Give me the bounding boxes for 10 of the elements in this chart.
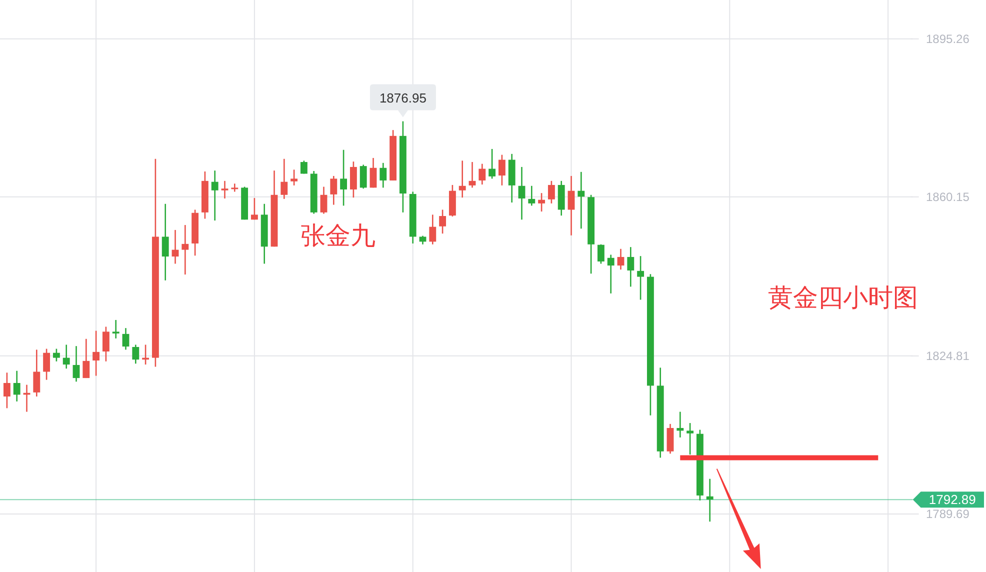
tooltip: 1876.95 xyxy=(370,84,436,118)
y-tick-label: 1895.26 xyxy=(926,32,970,46)
ref-line-label: 1792.89 xyxy=(928,492,976,508)
y-tick-label: 1824.81 xyxy=(926,348,970,363)
annotation: 张金九 xyxy=(300,222,376,250)
y-tick-label: 1860.15 xyxy=(926,190,970,204)
ref-label: 1792.89 xyxy=(912,492,984,508)
y-tick-label: 1789.69 xyxy=(926,506,970,521)
annotation: 黄金四小时图 xyxy=(768,284,918,312)
annotation: 1876.95 xyxy=(379,90,426,106)
